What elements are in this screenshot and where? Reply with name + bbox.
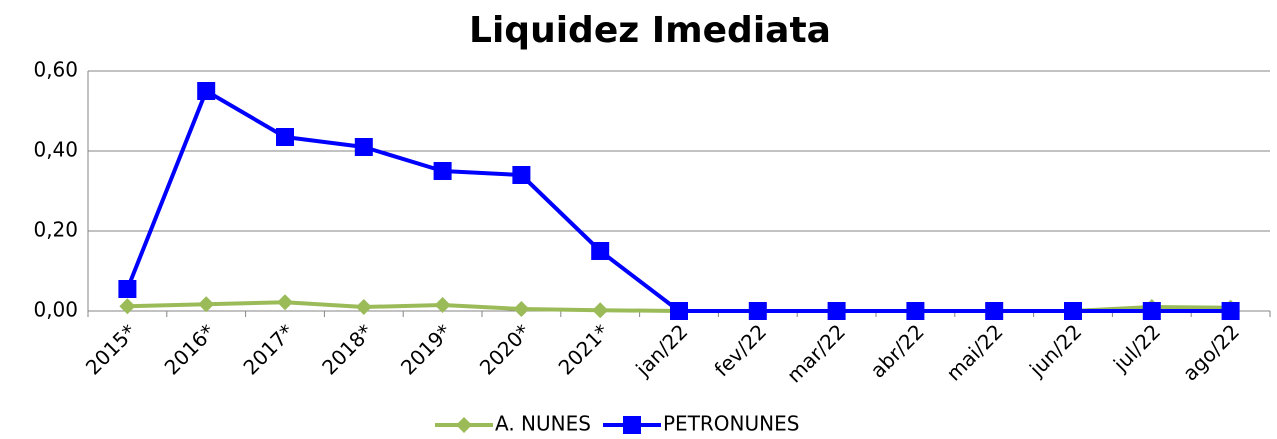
- y-tick-label: 0,00: [33, 298, 78, 322]
- marker: [827, 302, 846, 320]
- legend-label: A. NUNES: [495, 412, 591, 436]
- marker: [277, 294, 293, 311]
- x-tick-label: 2021*: [554, 319, 614, 379]
- marker: [434, 297, 451, 313]
- y-tick-label: 0,20: [33, 218, 78, 242]
- x-tick-label: 2019*: [396, 319, 456, 379]
- marker: [512, 166, 531, 184]
- x-tick-label: mar/22: [782, 319, 850, 387]
- marker: [197, 82, 216, 100]
- x-tick-label: 2018*: [317, 319, 377, 379]
- chart-title: Liquidez Imediata: [469, 10, 831, 51]
- marker: [670, 302, 688, 320]
- marker: [1064, 302, 1082, 320]
- x-tick-label: 2016*: [160, 319, 220, 379]
- x-tick-label: fev/22: [709, 319, 771, 381]
- marker: [1221, 302, 1240, 320]
- marker: [623, 416, 641, 434]
- legend-item: PETRONUNES: [603, 412, 799, 436]
- x-tick-label: 2020*: [475, 319, 535, 379]
- x-tick-label: ago/22: [1178, 319, 1244, 385]
- marker: [433, 162, 452, 180]
- series-line: [125, 89, 1231, 313]
- marker: [513, 301, 530, 317]
- marker: [355, 299, 372, 315]
- marker: [1142, 302, 1161, 320]
- x-tick-label: 2017*: [238, 319, 298, 379]
- marker: [354, 138, 373, 156]
- marker: [198, 296, 215, 313]
- marker: [591, 242, 610, 260]
- marker: [592, 302, 609, 319]
- marker: [906, 302, 925, 320]
- marker: [748, 302, 767, 320]
- marker: [118, 280, 137, 298]
- y-tick-label: 0,40: [33, 138, 78, 162]
- y-tick-label: 0,60: [33, 58, 78, 82]
- x-tick-label: jun/22: [1024, 319, 1086, 381]
- legend-label: PETRONUNES: [663, 412, 799, 436]
- marker: [456, 417, 472, 433]
- marker: [276, 128, 294, 146]
- legend-item: A. NUNES: [435, 412, 591, 436]
- x-tick-label: jul/22: [1108, 319, 1165, 376]
- marker: [119, 298, 136, 315]
- x-tick-label: jan/22: [630, 319, 692, 381]
- x-tick-label: 2015*: [81, 319, 141, 379]
- marker: [985, 302, 1004, 320]
- x-tick-label: abr/22: [866, 319, 929, 382]
- x-tick-label: mai/22: [942, 319, 1008, 385]
